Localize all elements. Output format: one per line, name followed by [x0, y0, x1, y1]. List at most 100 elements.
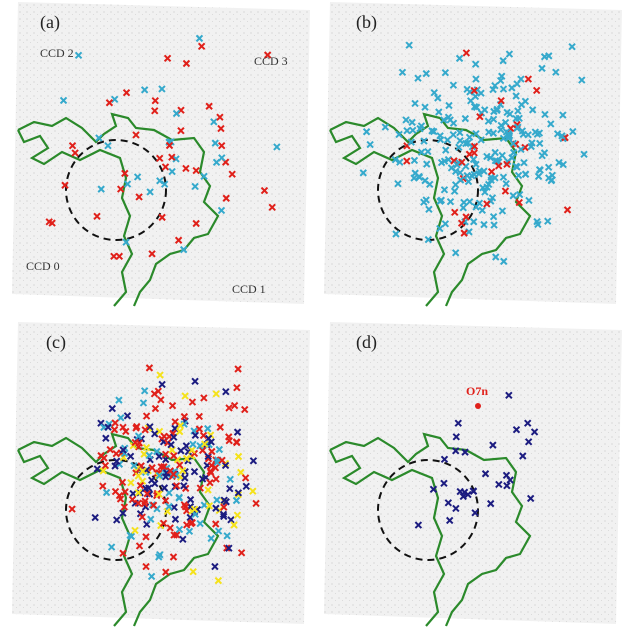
source-marker	[402, 116, 410, 124]
marker-stroke	[48, 219, 56, 227]
source-marker	[521, 97, 530, 106]
marker-stroke	[403, 126, 411, 135]
source-marker	[204, 486, 212, 494]
marker-stroke	[147, 572, 156, 581]
source-marker	[215, 445, 224, 454]
marker-stroke	[499, 134, 508, 143]
source-marker	[211, 139, 219, 147]
source-marker	[452, 447, 460, 455]
marker-stroke	[456, 136, 464, 145]
source-marker	[237, 549, 246, 557]
source-marker	[476, 113, 484, 121]
source-marker	[155, 490, 163, 498]
marker-stroke	[172, 109, 181, 118]
marker-stroke	[204, 424, 212, 433]
source-marker	[409, 126, 417, 135]
source-marker	[191, 431, 200, 439]
source-marker	[422, 69, 430, 78]
source-marker	[195, 425, 204, 433]
marker-stroke	[241, 405, 249, 414]
marker-stroke	[530, 428, 539, 436]
marker-stroke	[359, 169, 367, 177]
source-marker	[534, 172, 543, 181]
source-marker	[467, 97, 475, 105]
source-marker	[97, 451, 105, 460]
marker-stroke	[249, 457, 258, 465]
marker-stroke	[502, 179, 510, 188]
source-marker	[441, 220, 450, 228]
source-marker	[515, 198, 523, 207]
marker-stroke	[165, 502, 173, 511]
source-marker	[424, 235, 433, 244]
source-marker	[452, 433, 460, 441]
source-marker	[460, 229, 468, 237]
source-marker	[359, 169, 367, 177]
marker-stroke	[459, 204, 467, 212]
marker-stroke	[232, 496, 241, 505]
source-marker	[132, 131, 140, 139]
marker-stroke	[514, 107, 522, 115]
marker-stroke	[118, 478, 127, 486]
marker-stroke	[59, 96, 68, 105]
marker-stroke	[234, 365, 242, 373]
marker-stroke	[176, 421, 185, 430]
source-marker	[249, 487, 257, 495]
source-marker	[156, 371, 164, 379]
source-marker	[462, 213, 470, 221]
image-background	[324, 322, 622, 624]
source-marker	[160, 432, 168, 441]
source-marker	[499, 85, 508, 93]
source-marker	[111, 462, 119, 470]
source-marker	[523, 419, 532, 427]
source-marker	[177, 447, 185, 455]
marker-stroke	[436, 224, 444, 233]
marker-stroke	[480, 220, 488, 229]
panel-a: (a) CCD 2 CCD 3 CCD 0 CCD 1	[12, 2, 310, 307]
marker-stroke	[494, 162, 503, 170]
marker-stroke	[179, 245, 188, 254]
source-marker	[485, 128, 493, 136]
marker-stroke	[480, 167, 488, 175]
marker-stroke	[455, 54, 464, 63]
marker-stroke	[138, 477, 147, 485]
source-marker	[131, 526, 139, 535]
marker-stroke	[215, 445, 224, 454]
source-marker	[234, 365, 242, 373]
source-marker	[191, 377, 199, 386]
source-marker	[559, 160, 567, 169]
source-marker	[407, 138, 415, 146]
marker-stroke	[483, 152, 491, 161]
marker-stroke	[156, 371, 164, 379]
source-marker	[222, 388, 230, 396]
source-marker	[188, 518, 196, 527]
source-marker	[212, 158, 221, 167]
marker-stroke	[153, 447, 161, 456]
marker-stroke	[515, 198, 523, 207]
source-marker	[440, 455, 449, 463]
marker-stroke	[148, 476, 156, 484]
marker-stroke	[517, 145, 525, 154]
source-marker	[569, 127, 577, 136]
source-marker	[123, 412, 132, 420]
marker-stroke	[198, 475, 207, 483]
source-marker	[459, 492, 467, 501]
marker-stroke	[216, 423, 224, 431]
source-marker	[472, 75, 480, 83]
source-marker	[168, 446, 176, 454]
marker-stroke	[451, 249, 460, 257]
source-marker	[538, 64, 546, 73]
source-marker	[134, 489, 143, 497]
marker-stroke	[450, 157, 458, 165]
marker-stroke	[478, 206, 486, 215]
marker-stroke	[495, 480, 503, 489]
source-marker	[226, 484, 234, 493]
marker-stroke	[450, 187, 459, 195]
marker-stroke	[532, 86, 541, 95]
source-marker	[132, 424, 140, 432]
source-marker	[214, 576, 223, 585]
source-marker	[207, 461, 216, 470]
source-marker	[381, 123, 390, 131]
source-marker	[458, 158, 466, 166]
marker-stroke	[505, 391, 513, 399]
marker-stroke	[119, 446, 127, 454]
